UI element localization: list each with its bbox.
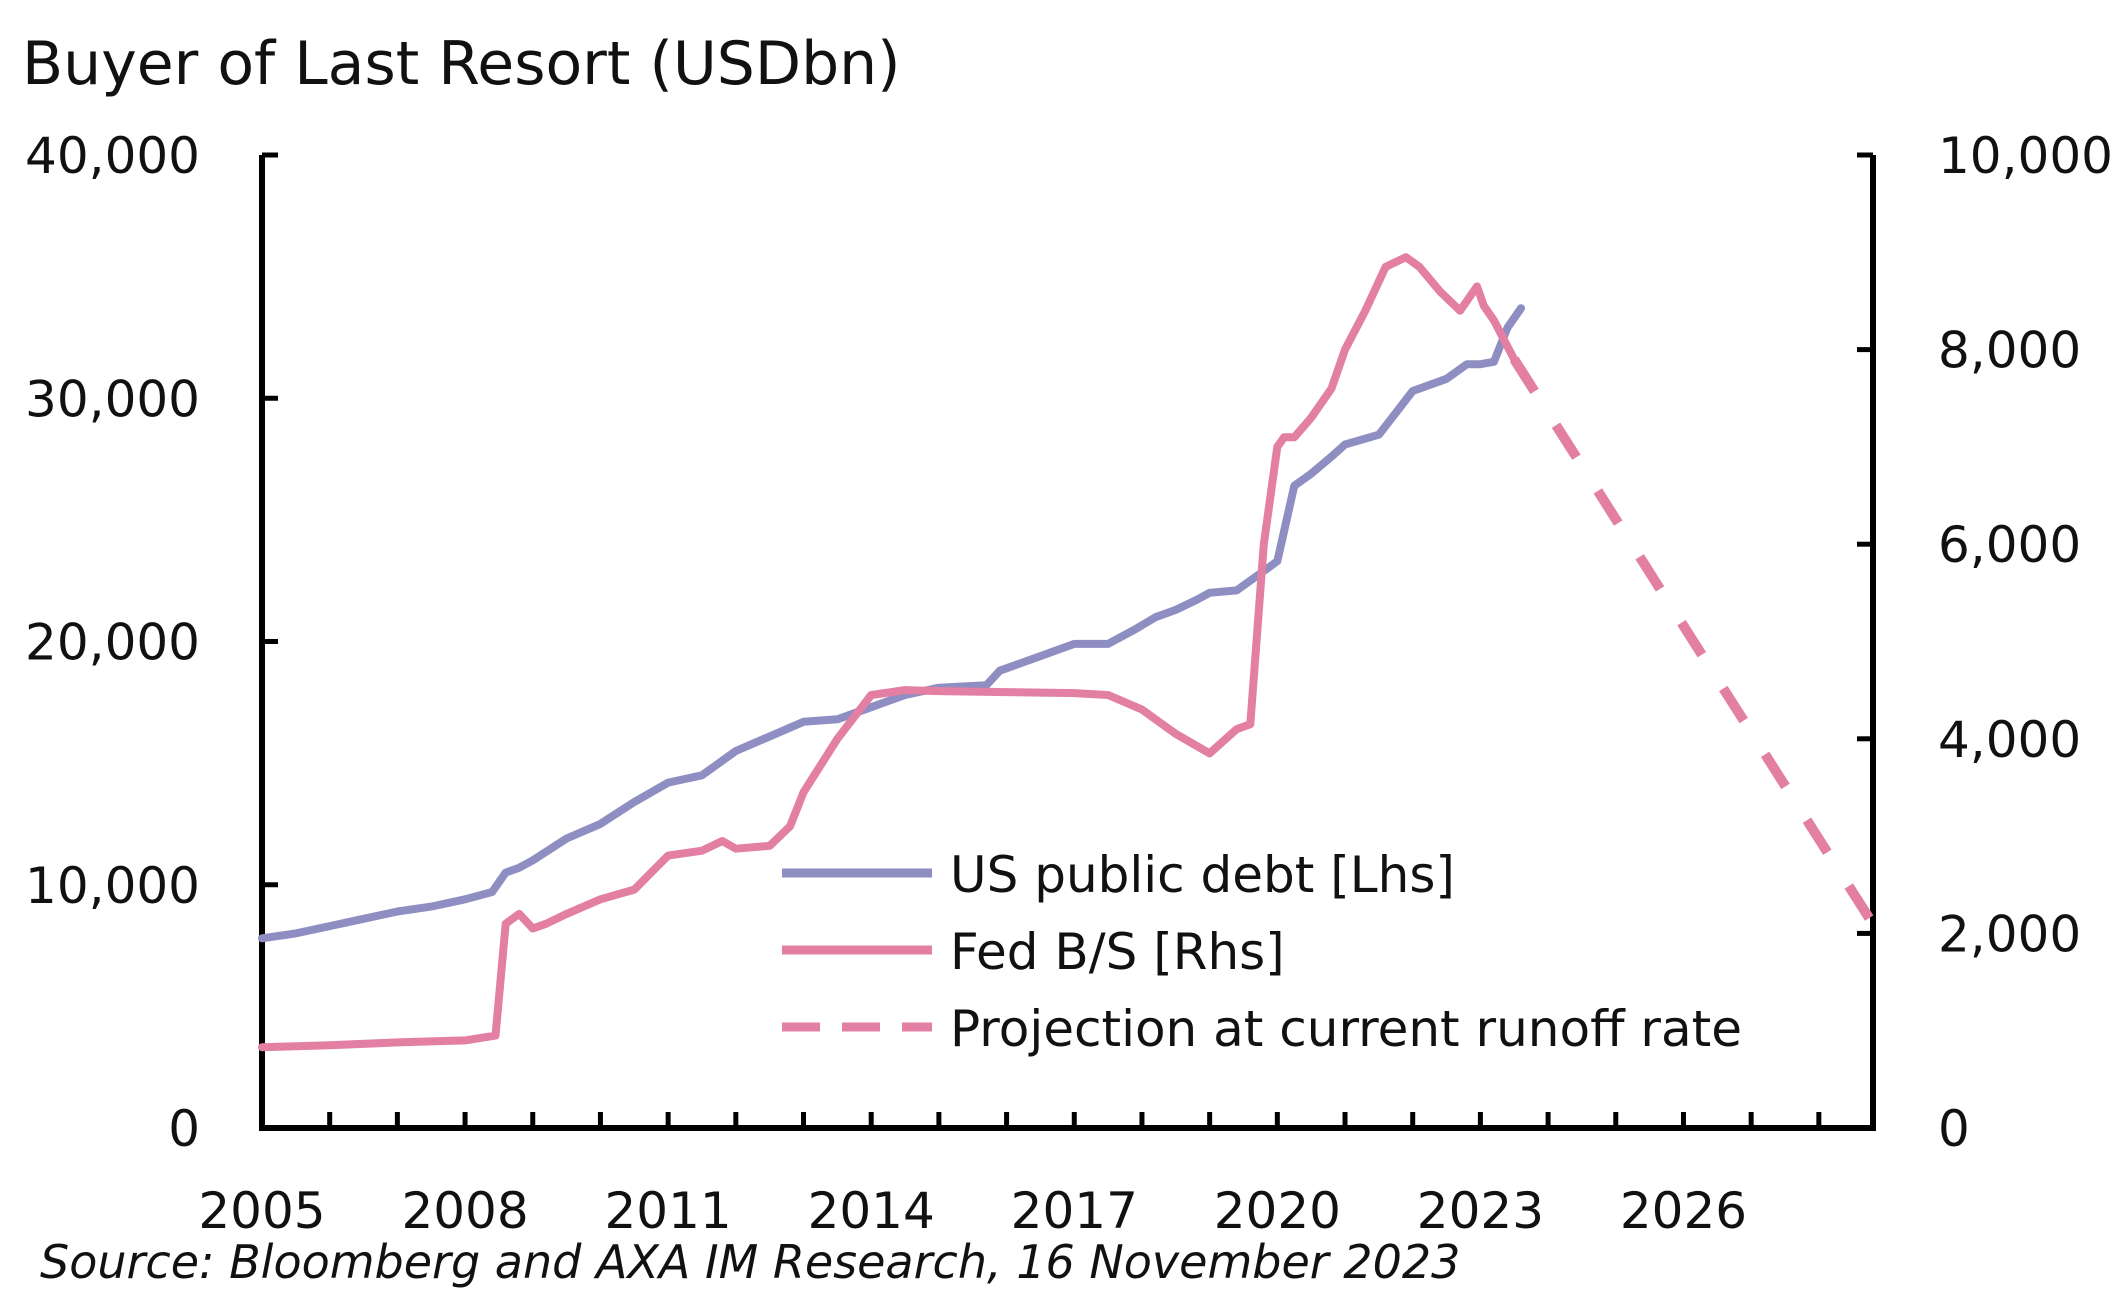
y-left-tick-label: 40,000 — [25, 127, 200, 185]
y-left-tick-label: 30,000 — [25, 370, 200, 428]
source-note: Source: Bloomberg and AXA IM Research, 1… — [40, 1235, 1460, 1289]
y-left-tick-label: 10,000 — [25, 857, 200, 915]
legend-label-projection: Projection at current runoff rate — [950, 1000, 1742, 1058]
x-tick-label: 2017 — [1011, 1182, 1138, 1240]
legend-label-fed: Fed B/S [Rhs] — [950, 923, 1285, 981]
legend: US public debt [Lhs] Fed B/S [Rhs] Proje… — [782, 846, 1742, 1058]
x-tick-label: 2020 — [1214, 1182, 1341, 1240]
x-tick-label: 2011 — [605, 1182, 732, 1240]
y-left-tick-label: 20,000 — [25, 614, 200, 672]
legend-label-debt: US public debt [Lhs] — [950, 846, 1455, 904]
y-right-tick-label: 0 — [1938, 1100, 1970, 1158]
x-tick-label: 2014 — [808, 1182, 935, 1240]
y-right-tick-label: 8,000 — [1938, 322, 2081, 380]
series-layer — [258, 253, 1874, 1052]
x-tick-label: 2005 — [198, 1182, 325, 1240]
y-right-tick-label: 6,000 — [1938, 516, 2081, 574]
y-right-tick-label: 2,000 — [1938, 905, 2081, 963]
chart-title: Buyer of Last Resort (USDbn) — [22, 29, 901, 99]
x-tick-label: 2026 — [1620, 1182, 1747, 1240]
x-tick-label: 2008 — [401, 1182, 528, 1240]
x-tick-label: 2023 — [1417, 1182, 1544, 1240]
y-right-tick-label: 10,000 — [1938, 127, 2113, 185]
series-line-debt — [258, 304, 1525, 943]
y-left-tick-label: 0 — [168, 1100, 200, 1158]
series-line-projection — [1509, 356, 1874, 922]
axes: 0 10,000 20,000 30,000 40,000 0 2,000 4,000 6,00… — [25, 127, 2113, 1240]
series-line-fed — [258, 253, 1519, 1052]
y-right-tick-label: 4,000 — [1938, 711, 2081, 769]
